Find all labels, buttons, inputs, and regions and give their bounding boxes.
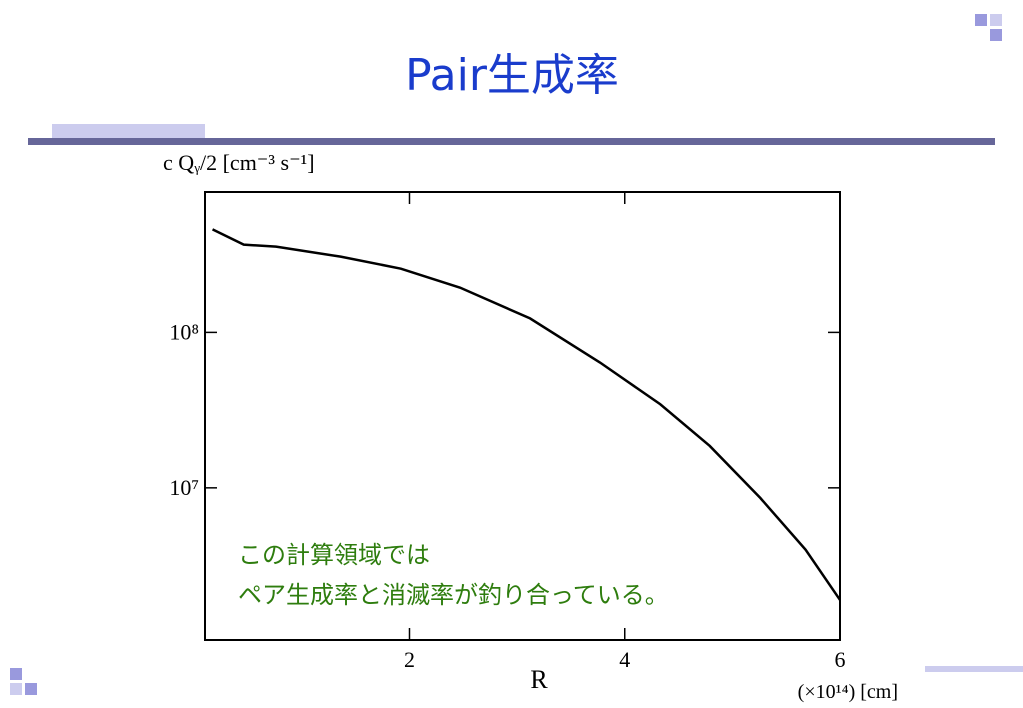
deco [925,666,1023,672]
deco [975,14,987,26]
deco [990,14,1002,26]
y-tick-label: 10⁷ [169,475,199,500]
y-tick-label: 10⁸ [169,319,199,344]
x-tick-label: 2 [404,647,415,672]
plot-frame [204,191,841,641]
deco [990,29,1002,41]
deco [10,668,22,680]
deco [10,683,22,695]
x-axis-label: R [530,665,548,694]
line [211,228,842,601]
x-tick-label: 4 [619,647,630,672]
annotation: この計算領域では [238,541,430,569]
title: Pair生成率 [405,50,619,101]
deco [28,138,995,145]
x-tick-label: 6 [835,647,846,672]
annotation: ペア生成率と消滅率が釣り合っている。 [238,581,669,609]
x-unit: (×10¹⁴) [cm] [798,681,898,703]
y-axis-label: c Qᵧ/2 [cm⁻³ s⁻¹] [163,150,315,175]
deco [25,683,37,695]
deco [52,124,205,138]
